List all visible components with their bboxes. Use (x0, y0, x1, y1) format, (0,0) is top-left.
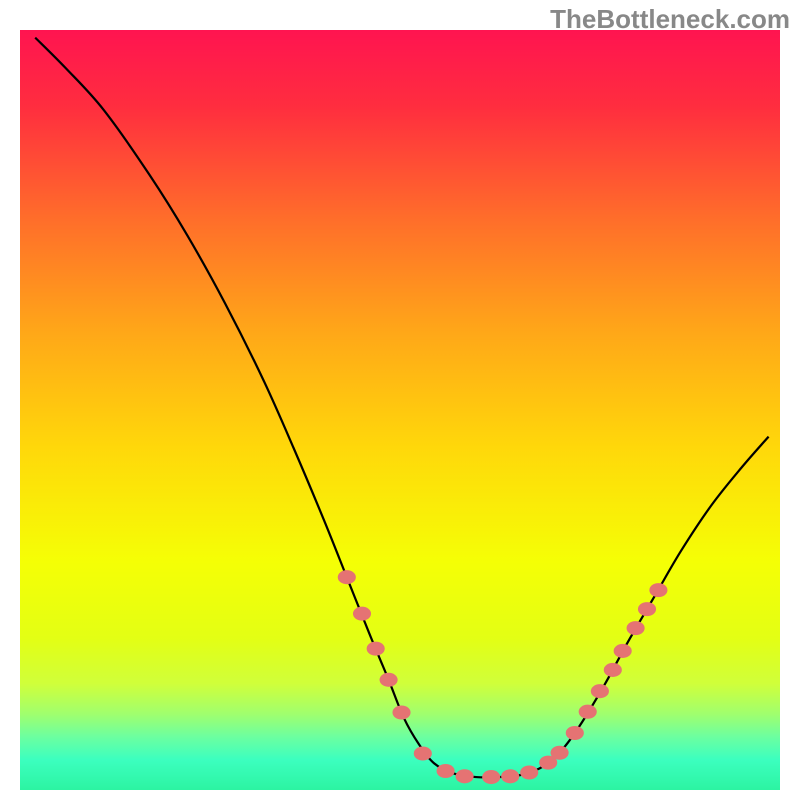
data-marker (638, 602, 656, 616)
data-marker (437, 764, 455, 778)
data-marker (614, 644, 632, 658)
data-marker (627, 621, 645, 635)
data-marker (591, 684, 609, 698)
data-marker (604, 663, 622, 677)
data-marker (566, 726, 584, 740)
data-marker (579, 705, 597, 719)
chart-background (20, 30, 780, 790)
data-marker (520, 765, 538, 779)
data-marker (353, 607, 371, 621)
data-marker (551, 746, 569, 760)
data-marker (414, 746, 432, 760)
data-marker (392, 705, 410, 719)
chart-plot-area (20, 30, 780, 790)
data-marker (501, 769, 519, 783)
data-marker (338, 570, 356, 584)
data-marker (367, 642, 385, 656)
chart-svg (20, 30, 780, 790)
data-marker (380, 673, 398, 687)
data-marker (456, 769, 474, 783)
data-marker (649, 583, 667, 597)
data-marker (482, 770, 500, 784)
watermark-label: TheBottleneck.com (550, 4, 790, 35)
